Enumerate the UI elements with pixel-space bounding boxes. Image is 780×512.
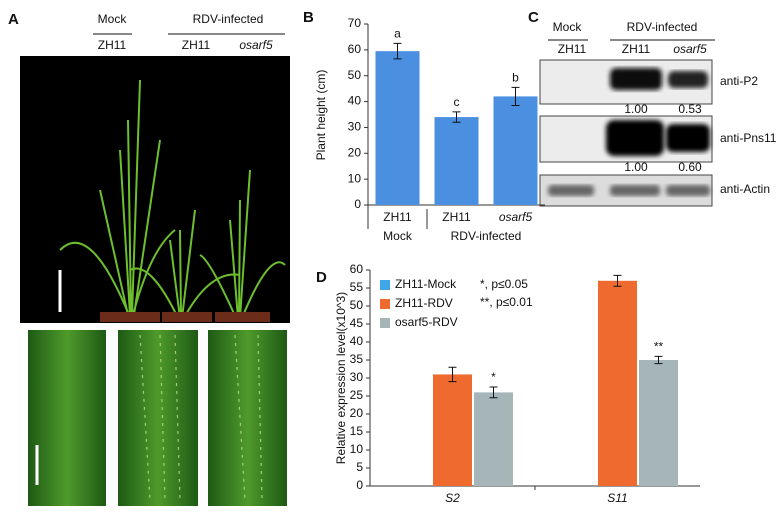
sample-label: ZH11 <box>98 38 127 52</box>
y-tick-label: 10 <box>348 171 362 185</box>
sample-label: ZH11 <box>182 38 211 52</box>
legend-label: osarf5-RDV <box>395 315 458 329</box>
y-axis-label: Relative expression level(x10^3) <box>334 292 348 464</box>
y-tick-label: 60 <box>350 262 364 276</box>
ratio: 1.00 <box>624 160 648 174</box>
sample-label: ZH11 <box>558 42 587 56</box>
bar <box>433 374 472 486</box>
bar <box>639 360 678 486</box>
group-label: RDV-infected <box>627 20 698 34</box>
legend-label: ZH11-RDV <box>395 296 453 310</box>
y-tick-label: 15 <box>350 424 364 438</box>
note: *, p≤0.05 <box>480 277 528 291</box>
y-tick-label: 5 <box>356 460 363 474</box>
y-tick-label: 40 <box>348 94 362 108</box>
y-tick-label: 55 <box>350 280 364 294</box>
bar <box>493 96 538 205</box>
significance-label: * <box>491 370 496 384</box>
ratio: 1.00 <box>624 102 648 116</box>
panel-label: A <box>8 11 19 28</box>
y-tick-label: 30 <box>350 370 364 384</box>
significance-label: c <box>454 95 460 109</box>
y-axis-label: Plant height (cm) <box>314 70 328 161</box>
y-tick-label: 40 <box>350 334 364 348</box>
error-bar <box>654 355 663 365</box>
group-label: Mock <box>383 229 413 243</box>
legend-swatch <box>380 299 390 309</box>
x-tick-label: S2 <box>445 491 460 505</box>
sample-label: ZH11 <box>622 42 651 56</box>
y-tick-label: 45 <box>350 316 364 330</box>
blot <box>539 59 713 207</box>
group-label: RDV-infected <box>193 12 264 26</box>
group-label: Mock <box>553 20 583 34</box>
x-tick-label: ZH11 <box>442 210 471 224</box>
panel-label: C <box>528 9 539 26</box>
leaf-photos <box>28 330 287 506</box>
x-tick-label: S11 <box>607 491 627 505</box>
blot-label: anti-Actin <box>720 182 770 196</box>
panel-label: D <box>316 269 327 286</box>
ratio: 0.60 <box>678 160 702 174</box>
y-tick-label: 35 <box>350 352 364 366</box>
y-tick-label: 50 <box>350 298 364 312</box>
y-tick-label: 20 <box>348 145 362 159</box>
x-tick-label: osarf5 <box>499 210 533 224</box>
bar <box>474 392 513 486</box>
y-tick-label: 60 <box>348 42 362 56</box>
note: **, p≤0.01 <box>480 295 533 309</box>
error-bar <box>452 111 461 123</box>
bar <box>375 51 420 206</box>
error-bar <box>489 386 498 399</box>
ratio: 0.53 <box>678 102 702 116</box>
x-tick-label: ZH11 <box>383 210 412 224</box>
sample-label: osarf5 <box>239 38 273 52</box>
y-tick-label: 10 <box>350 442 364 456</box>
y-tick-label: 30 <box>348 120 362 134</box>
significance-label: a <box>394 27 401 41</box>
significance-label: b <box>512 71 519 85</box>
y-tick-label: 0 <box>354 197 361 211</box>
blot-label: anti-Pns11 <box>720 131 777 145</box>
plant-photo <box>20 56 290 323</box>
bar <box>598 280 637 486</box>
y-tick-label: 0 <box>356 478 363 492</box>
y-tick-label: 70 <box>348 16 362 30</box>
legend-swatch <box>380 318 390 328</box>
error-bar <box>393 42 402 60</box>
y-tick-label: 50 <box>348 68 362 82</box>
legend-swatch <box>380 280 390 290</box>
sample-label: osarf5 <box>673 42 707 56</box>
error-bar <box>511 86 520 106</box>
blot-label: anti-P2 <box>720 74 758 88</box>
y-tick-label: 20 <box>350 406 364 420</box>
panel-label: B <box>303 9 314 26</box>
bar <box>434 117 479 205</box>
significance-label: ** <box>654 340 664 354</box>
y-tick-label: 25 <box>350 388 364 402</box>
legend-label: ZH11-Mock <box>395 277 457 291</box>
error-bar <box>613 274 622 287</box>
error-bar <box>448 366 457 383</box>
group-label: Mock <box>98 12 128 26</box>
group-label: RDV-infected <box>451 229 522 243</box>
